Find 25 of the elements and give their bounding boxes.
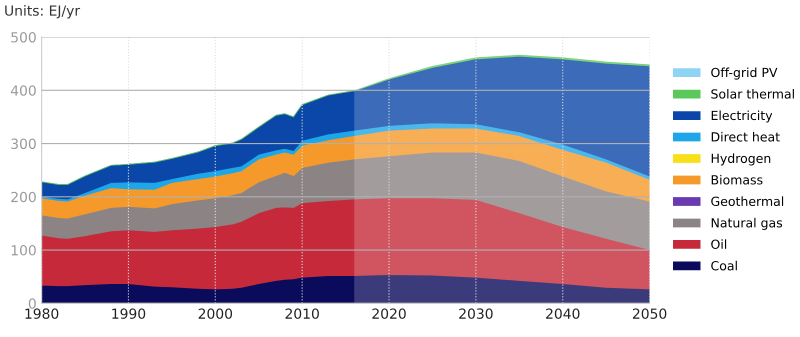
x-tick-label: 2020 [372,308,406,319]
x-tick-label: 2030 [459,308,493,319]
legend-label: Coal [711,260,737,270]
legend-label: Hydrogen [712,153,770,166]
legend-label: Geothermal [711,196,784,206]
legend-label: Biomass [712,174,762,185]
legend-label: Oil [711,239,726,249]
x-tick-label: 2000 [198,308,232,319]
y-axis-title: Units: EJ/yr [5,5,80,18]
y-tick-label: 100 [12,245,36,256]
y-tick-label: 400 [10,85,36,96]
legend-label: Off-grid PV [711,68,778,80]
legend-label: Solar thermal [711,88,794,99]
y-tick-label: 200 [11,192,36,202]
legend-label: Natural gas [712,218,782,230]
x-tick-label: 1980 [25,308,58,319]
y-tick-label: 0 [28,298,36,309]
x-tick-label: 1990 [112,308,146,319]
y-tick-label: 500 [11,32,36,43]
x-tick-label: 2010 [286,308,319,319]
x-tick-label: 2050 [632,308,666,319]
legend-label: Direct heat [712,132,780,142]
x-tick-label: 2040 [546,308,580,319]
legend-label: Electricity [712,110,772,123]
y-tick-label: 300 [11,138,36,150]
